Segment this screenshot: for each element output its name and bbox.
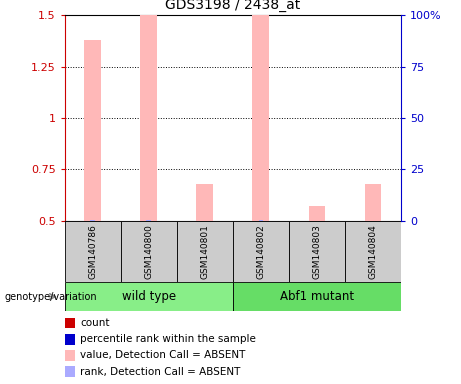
Bar <box>259 220 263 221</box>
Text: GSM140803: GSM140803 <box>313 224 321 279</box>
Text: GSM140802: GSM140802 <box>256 224 266 279</box>
Text: GSM140801: GSM140801 <box>200 224 209 279</box>
Bar <box>140 15 157 221</box>
Text: GSM140786: GSM140786 <box>88 224 97 279</box>
Bar <box>90 220 95 221</box>
Bar <box>84 40 101 221</box>
Text: value, Detection Call = ABSENT: value, Detection Call = ABSENT <box>80 351 246 361</box>
Title: GDS3198 / 2438_at: GDS3198 / 2438_at <box>165 0 301 12</box>
Text: genotype/variation: genotype/variation <box>5 291 97 302</box>
Text: wild type: wild type <box>122 290 176 303</box>
Bar <box>308 207 325 221</box>
Text: rank, Detection Call = ABSENT: rank, Detection Call = ABSENT <box>80 367 241 377</box>
Bar <box>345 221 401 282</box>
Text: GSM140804: GSM140804 <box>368 224 378 279</box>
Text: Abf1 mutant: Abf1 mutant <box>280 290 354 303</box>
Text: count: count <box>80 318 110 328</box>
Bar <box>289 221 345 282</box>
Bar <box>65 282 233 311</box>
Bar <box>233 221 289 282</box>
Text: percentile rank within the sample: percentile rank within the sample <box>80 334 256 344</box>
Bar <box>365 184 381 221</box>
Bar <box>121 221 177 282</box>
Text: GSM140800: GSM140800 <box>144 224 153 279</box>
Bar <box>147 220 151 221</box>
Bar <box>233 282 401 311</box>
Bar <box>177 221 233 282</box>
Bar <box>65 221 121 282</box>
Bar <box>196 184 213 221</box>
Bar <box>253 15 269 221</box>
